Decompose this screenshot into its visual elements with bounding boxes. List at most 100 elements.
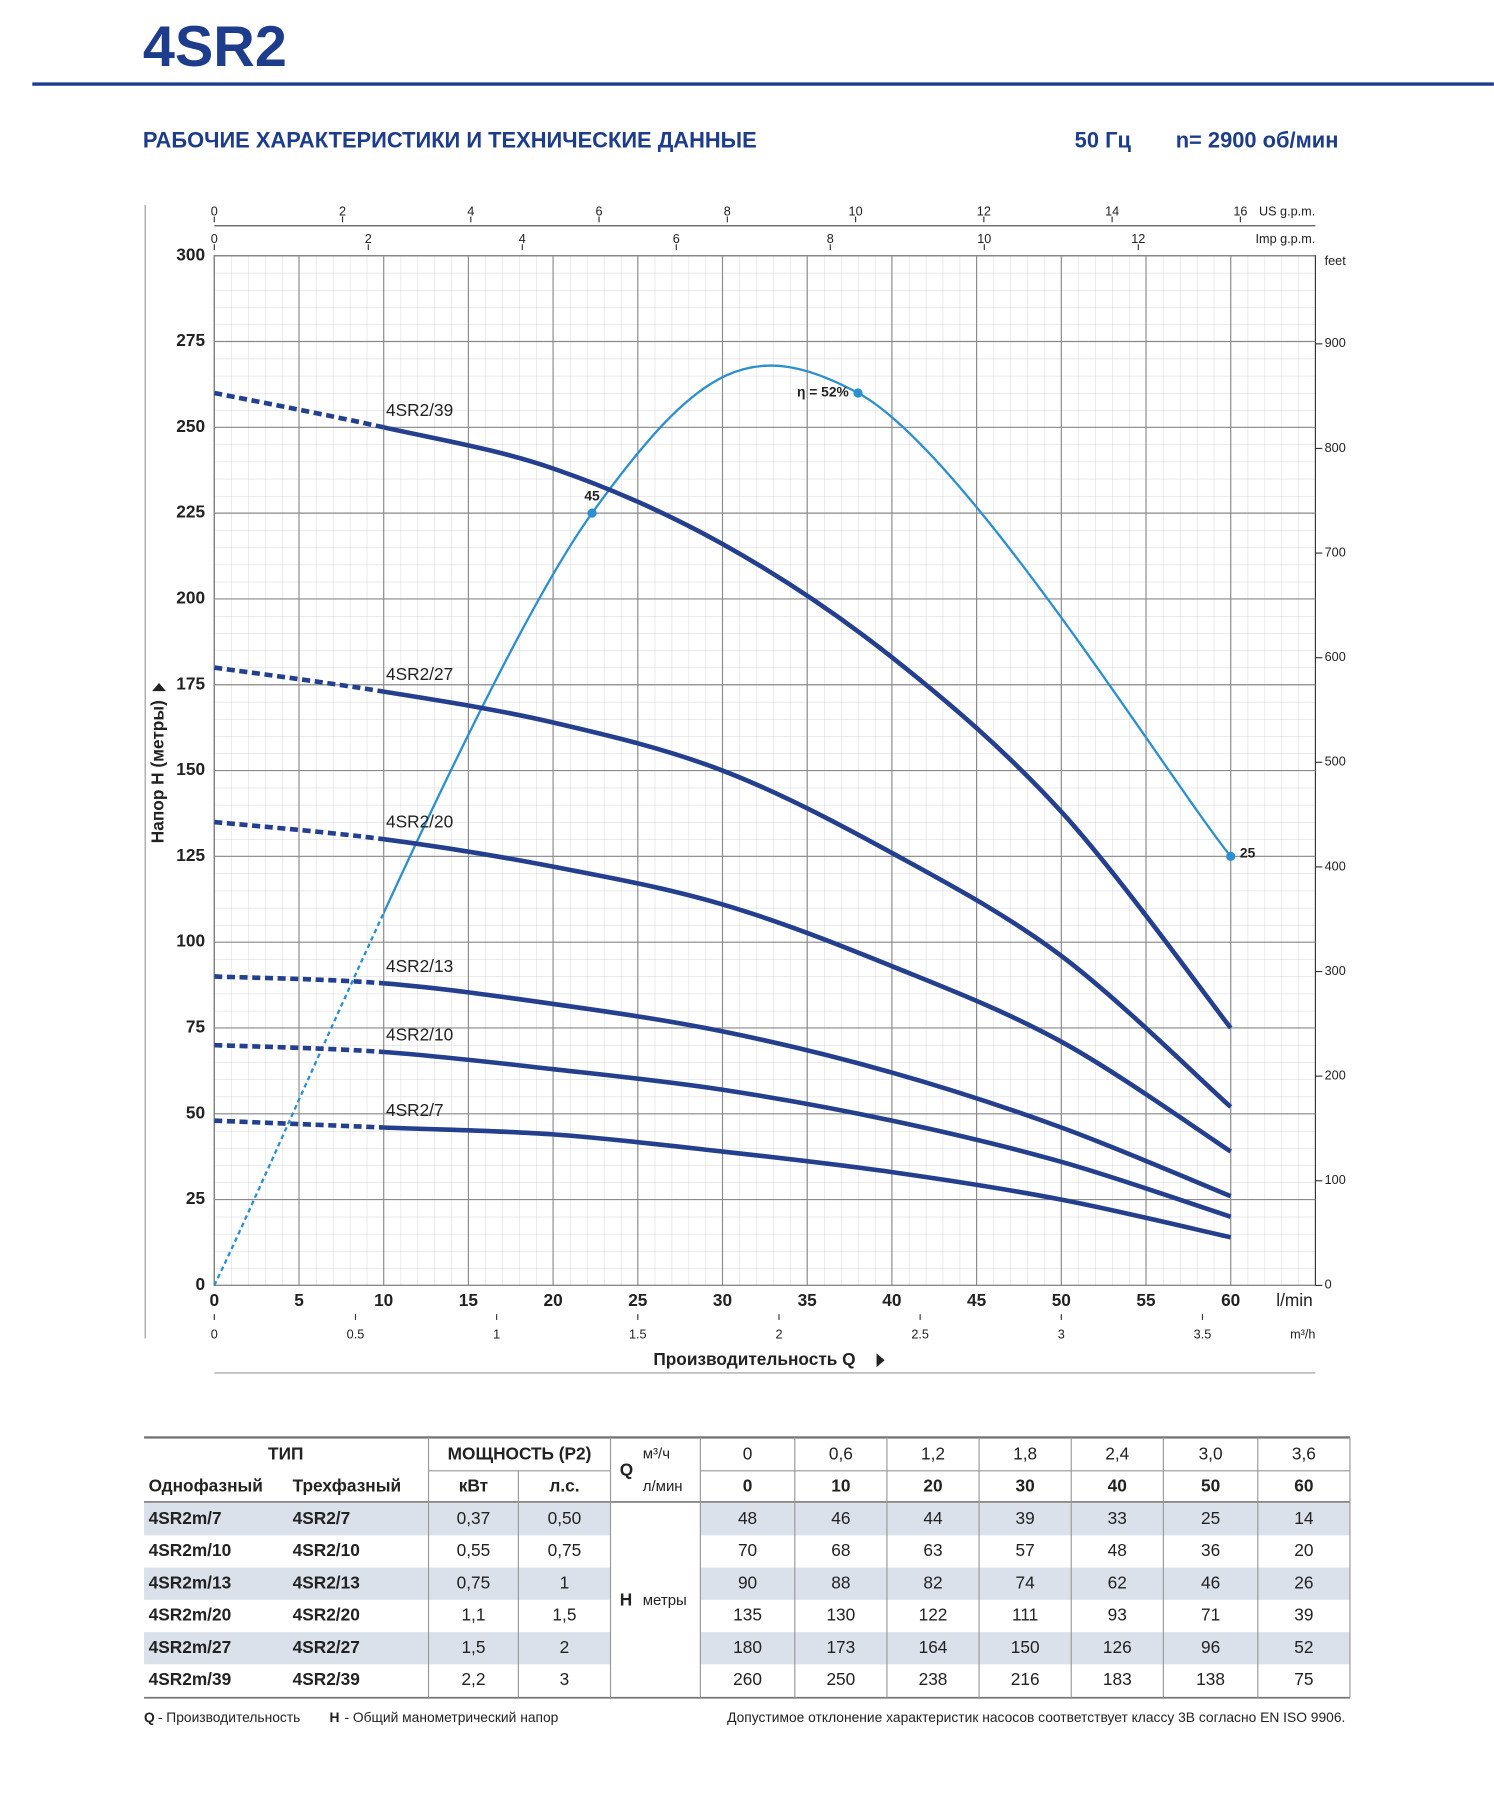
head-value: 180 (733, 1637, 762, 1657)
head-value: 20 (1294, 1540, 1313, 1560)
head-value: 57 (1016, 1540, 1035, 1560)
power-hp: 1,5 (552, 1605, 576, 1625)
table-header: м³/ч (643, 1446, 670, 1463)
efficiency-point (587, 508, 597, 518)
x-tick-label: 20 (543, 1290, 562, 1310)
model-three: 4SR2/7 (293, 1508, 351, 1528)
y-tick-label: 250 (176, 416, 205, 436)
x2-tick-label: 14 (1105, 204, 1119, 218)
y-tick-label: 175 (176, 673, 205, 693)
model-single: 4SR2m/20 (149, 1605, 232, 1625)
y2-tick-label: 900 (1325, 336, 1346, 350)
x2-tick-label: 12 (977, 204, 991, 218)
head-value: 126 (1103, 1637, 1132, 1657)
x2-tick-label: 6 (673, 232, 680, 246)
head-value: 52 (1294, 1637, 1313, 1657)
q-lmin: 40 (1108, 1476, 1127, 1496)
head-value: 39 (1294, 1605, 1313, 1625)
head-value: 260 (733, 1669, 762, 1689)
x2-tick-label: 6 (596, 204, 603, 218)
table-header: Трехфазный (293, 1476, 401, 1496)
efficiency-label: 25 (1240, 845, 1256, 861)
series-label: 4SR2/27 (386, 664, 453, 684)
head-value: 70 (738, 1540, 757, 1560)
y2-tick-label: 200 (1325, 1069, 1346, 1083)
y-tick-label: 225 (176, 502, 205, 522)
y2-tick-label: 600 (1325, 650, 1346, 664)
x2-tick-label: 1 (493, 1327, 500, 1341)
table-header: Однофазный (149, 1476, 263, 1496)
x2-tick-label: 0 (211, 1327, 218, 1341)
power-hp: 0,75 (548, 1540, 582, 1560)
head-value: 88 (831, 1572, 850, 1592)
y2-tick-label: 500 (1325, 755, 1346, 769)
y-tick-label: 75 (186, 1017, 206, 1037)
model-three: 4SR2/27 (293, 1637, 360, 1657)
x2-tick-label: 2 (365, 232, 372, 246)
head-value: 90 (738, 1572, 757, 1592)
head-value: 26 (1294, 1572, 1313, 1592)
x-tick-label: 10 (374, 1290, 393, 1310)
model-single: 4SR2m/7 (149, 1508, 222, 1528)
model-single: 4SR2m/39 (149, 1669, 232, 1689)
x-unit: l/min (1276, 1290, 1312, 1310)
head-value: 62 (1108, 1572, 1127, 1592)
y2-tick-label: 300 (1325, 964, 1346, 978)
x2-tick-label: 0 (211, 204, 218, 218)
head-value: 75 (1294, 1669, 1313, 1689)
head-value: 173 (826, 1637, 855, 1657)
row-shade (700, 1632, 1350, 1665)
head-value: 183 (1103, 1669, 1132, 1689)
y-tick-label: 50 (186, 1102, 205, 1122)
q-m3h: 1,2 (921, 1443, 945, 1463)
head-value: 238 (919, 1669, 948, 1689)
footer-key: Q (144, 1709, 155, 1725)
y-tick-label: 275 (176, 330, 205, 350)
table-header: л/мин (643, 1478, 683, 1495)
x2-tick-label: 4 (519, 232, 526, 246)
pump-curve (383, 1049, 1232, 1219)
footer-key: H (329, 1709, 339, 1725)
head-value: 63 (923, 1540, 942, 1560)
head-value: 138 (1196, 1669, 1225, 1689)
x-tick-label: 55 (1136, 1290, 1156, 1310)
y2-tick-label: 100 (1325, 1173, 1346, 1187)
pump-curve (383, 424, 1233, 1030)
y-axis-title: Напор H (метры) (148, 700, 168, 843)
efficiency-label: 45 (584, 488, 600, 504)
head-value: 36 (1201, 1540, 1220, 1560)
y-tick-label: 150 (176, 759, 205, 779)
model-three: 4SR2/39 (293, 1669, 360, 1689)
row-shade (700, 1503, 1350, 1536)
power-hp: 3 (560, 1669, 570, 1689)
x-tick-label: 30 (713, 1290, 732, 1310)
q-lmin: 10 (831, 1476, 850, 1496)
x2-tick-label: 3 (1058, 1327, 1065, 1341)
y-tick-label: 200 (176, 587, 205, 607)
q-m3h: 0,6 (829, 1443, 853, 1463)
head-value: 130 (826, 1605, 855, 1625)
head-value: 48 (1108, 1540, 1127, 1560)
row-shade (144, 1567, 611, 1600)
table-header: МОЩНОСТЬ (P2) (448, 1443, 592, 1463)
x-axis-title: Производительность Q (653, 1349, 855, 1369)
head-value: 46 (831, 1508, 850, 1528)
y2-tick-label: 800 (1325, 441, 1346, 455)
head-value: 48 (738, 1508, 757, 1528)
page-title: 4SR2 (143, 15, 287, 79)
power-kw: 0,55 (457, 1540, 491, 1560)
x-tick-label: 35 (798, 1290, 818, 1310)
x-tick-label: 45 (967, 1290, 987, 1310)
table-header: H (620, 1590, 632, 1610)
x-tick-label: 40 (882, 1290, 901, 1310)
model-three: 4SR2/20 (293, 1605, 360, 1625)
table-header: Q (620, 1459, 633, 1479)
x2-unit: Imp g.p.m. (1256, 232, 1316, 246)
efficiency-curve (383, 364, 1232, 916)
x2-unit: US g.p.m. (1259, 204, 1315, 218)
series-label: 4SR2/13 (386, 956, 453, 976)
axis-arrow (876, 1353, 885, 1368)
y-tick-label: 300 (176, 244, 205, 264)
